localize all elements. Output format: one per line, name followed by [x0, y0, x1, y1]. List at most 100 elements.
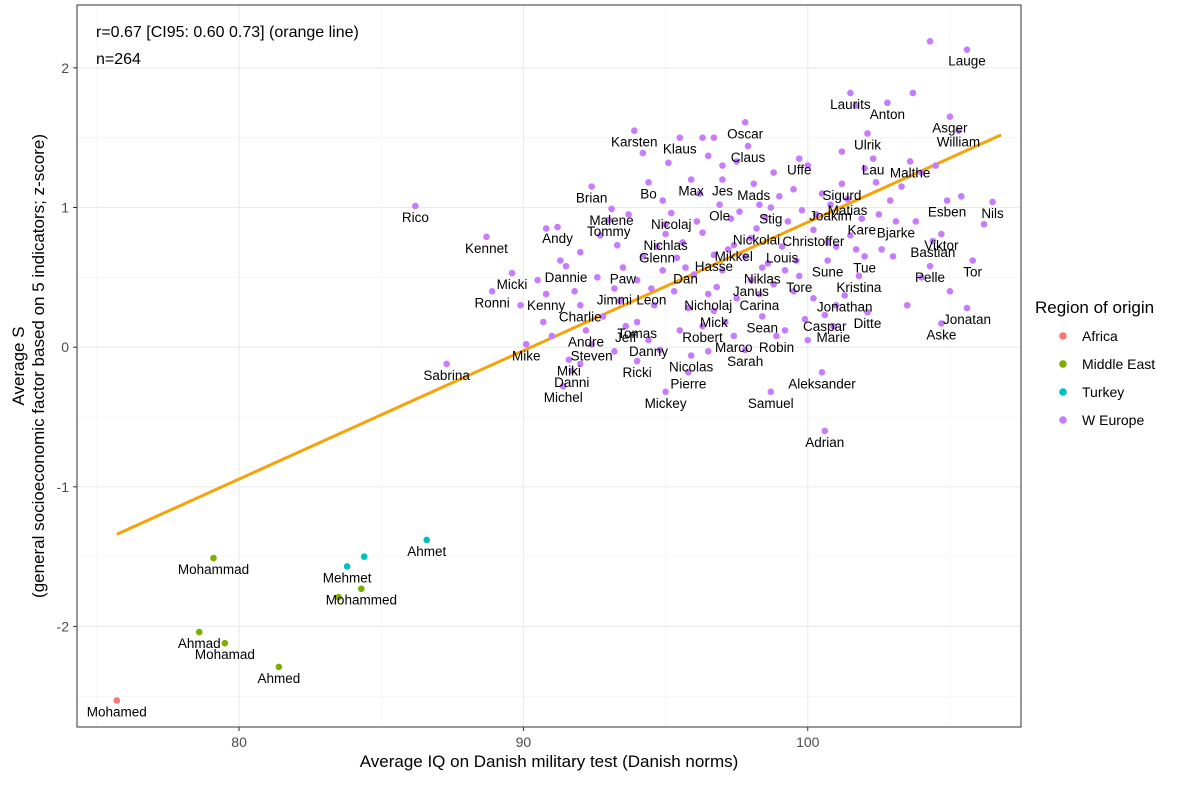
data-point	[980, 220, 988, 228]
data-point	[932, 162, 939, 169]
data-point	[719, 162, 726, 169]
point-label: Robert	[682, 330, 723, 345]
data-point	[747, 234, 755, 242]
data-point	[721, 318, 729, 326]
data-point	[557, 257, 564, 264]
point-label: Mohamad	[195, 647, 255, 662]
data-point	[517, 301, 524, 309]
point-label: Robin	[759, 340, 794, 355]
data-point	[946, 113, 954, 121]
fit-line-group	[116, 133, 1002, 536]
data-point	[761, 213, 769, 221]
data-point	[559, 382, 567, 390]
data-point	[733, 294, 740, 302]
data-point	[767, 388, 775, 396]
y-tick-label: 2	[61, 60, 69, 76]
legend-label: Turkey	[1082, 384, 1124, 400]
point-label: Andy	[542, 231, 573, 246]
data-point	[918, 274, 925, 281]
data-point	[594, 274, 601, 281]
point-label: Esben	[928, 205, 966, 220]
point-label: Marie	[816, 330, 850, 345]
point-label: Tore	[786, 280, 812, 295]
data-point	[767, 204, 775, 211]
data-point	[508, 269, 516, 277]
data-point	[588, 341, 595, 348]
point-label: Ahmet	[407, 544, 446, 559]
x-tick-label: 90	[516, 734, 532, 750]
data-point	[588, 183, 595, 190]
data-point	[946, 287, 954, 295]
point-label: Aleksander	[788, 376, 856, 391]
point-label: Claus	[731, 150, 766, 165]
point-label: Joakim	[809, 209, 852, 224]
data-point	[704, 348, 712, 355]
data-point	[810, 226, 817, 234]
point-label: Sigurd	[822, 188, 861, 203]
data-point	[773, 332, 780, 340]
data-point	[719, 267, 726, 274]
point-label: Mehmet	[323, 570, 372, 585]
data-point	[744, 142, 752, 150]
fit-line	[116, 133, 1002, 536]
data-point	[676, 134, 684, 141]
data-point	[665, 159, 672, 167]
point-label: Kennet	[465, 241, 508, 256]
data-point	[892, 218, 900, 225]
point-label: Tue	[853, 260, 876, 275]
point-label: Sean	[746, 320, 778, 335]
point-label: Karsten	[611, 135, 658, 150]
point-label: Mohamed	[87, 704, 147, 719]
data-point	[571, 287, 578, 295]
point-label: Ricki	[623, 365, 652, 380]
data-point	[756, 290, 763, 298]
data-point	[699, 322, 706, 330]
data-point	[878, 246, 885, 253]
data-point	[989, 198, 996, 206]
data-point	[673, 254, 681, 262]
point-label: Samuel	[748, 396, 794, 411]
data-point	[611, 348, 618, 355]
data-point	[838, 180, 846, 188]
point-label: Bastian	[910, 245, 955, 260]
data-point	[858, 215, 866, 222]
point-label: Kristina	[836, 280, 882, 295]
data-point	[576, 360, 584, 368]
data-point	[750, 180, 758, 188]
point-label: Rico	[402, 210, 429, 225]
point-label: Bo	[640, 186, 657, 201]
data-point	[565, 356, 573, 364]
x-tick-label: 80	[231, 734, 247, 750]
data-point	[741, 253, 749, 260]
data-point	[710, 134, 718, 141]
data-point	[906, 158, 914, 165]
data-point	[625, 211, 632, 218]
data-point	[685, 368, 692, 376]
data-point	[864, 130, 871, 137]
point-label: Uffe	[787, 163, 812, 178]
data-point	[611, 285, 618, 292]
data-point	[847, 89, 854, 97]
point-label: Mick	[700, 315, 728, 330]
x-axis-title: Average IQ on Danish military test (Dani…	[360, 752, 739, 771]
data-point	[690, 271, 698, 278]
data-point	[653, 243, 661, 250]
data-point	[662, 388, 669, 396]
data-point	[795, 155, 803, 162]
point-label: Leon	[636, 292, 666, 307]
data-point	[704, 290, 712, 298]
point-label: Klaus	[663, 142, 697, 157]
point-label: Louis	[766, 251, 799, 266]
y-tick-label: 1	[61, 199, 69, 215]
annotation-correlation: r=0.67 [CI95: 0.60 0.73] (orange line)	[96, 24, 359, 41]
data-point	[821, 427, 829, 435]
data-point	[869, 155, 877, 162]
data-point	[832, 243, 840, 250]
panel-border	[76, 4, 1022, 728]
data-point	[412, 202, 419, 210]
data-point	[682, 264, 689, 271]
data-point	[221, 639, 229, 647]
data-point	[963, 304, 971, 312]
data-point	[687, 352, 695, 359]
data-point	[943, 197, 951, 204]
